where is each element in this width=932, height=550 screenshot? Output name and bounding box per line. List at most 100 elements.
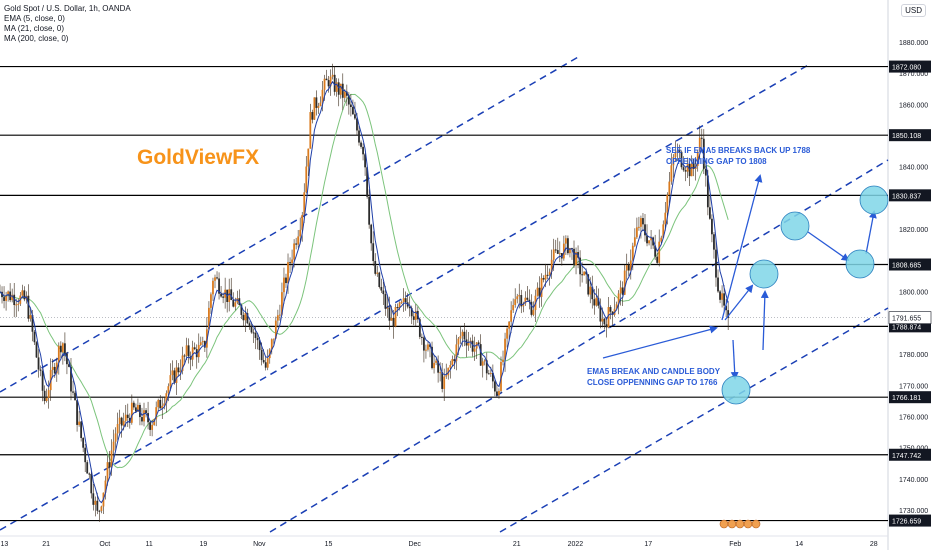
- candle-body: [721, 293, 723, 300]
- candle-body: [141, 417, 143, 422]
- indicator-ema[interactable]: EMA (5, close, 0): [4, 14, 65, 23]
- candle-body: [696, 151, 699, 166]
- candle-body: [352, 107, 354, 115]
- candle-body: [524, 297, 527, 304]
- candle-body: [159, 399, 162, 409]
- candle-body: [222, 296, 225, 298]
- candle-body: [11, 294, 14, 301]
- candle-body: [155, 407, 158, 420]
- projection-arrow: [730, 339, 739, 380]
- candle-body: [283, 277, 285, 293]
- candle-body: [203, 341, 206, 348]
- candle-body: [291, 259, 293, 264]
- candle-body: [7, 291, 10, 296]
- candle-body: [266, 358, 269, 368]
- candle-body: [59, 345, 62, 353]
- candle-body: [388, 307, 391, 321]
- candle-body: [625, 265, 628, 271]
- annotation-line: CLOSE OPPENNING GAP TO 1766: [587, 378, 718, 387]
- candle-body: [218, 278, 220, 294]
- candle-body: [418, 319, 421, 337]
- level-label: 1872.080: [892, 65, 921, 72]
- candle-body: [374, 261, 377, 274]
- candle-body: [191, 347, 194, 360]
- candle-body: [343, 91, 346, 98]
- candle-body: [504, 338, 506, 360]
- candle-body: [593, 299, 596, 306]
- candle-body: [3, 297, 5, 301]
- candle-body: [53, 366, 56, 374]
- candle-body: [66, 353, 68, 365]
- candle-body: [321, 89, 324, 103]
- candle-body: [248, 323, 251, 326]
- event-marker[interactable]: [743, 519, 753, 529]
- candle-body: [530, 301, 533, 315]
- candle-body: [402, 298, 405, 302]
- ema-line: [0, 80, 729, 504]
- candle-body: [201, 341, 204, 343]
- candle-body: [92, 493, 95, 505]
- indicator-ma21[interactable]: MA (21, close, 0): [4, 24, 65, 33]
- indicator-ma200[interactable]: MA (200, close, 0): [4, 34, 69, 43]
- candle-body: [230, 289, 233, 300]
- price-tick-label: 1820.000: [899, 227, 928, 234]
- candle-body: [301, 214, 304, 230]
- candle-body: [546, 274, 549, 276]
- candle-body: [435, 360, 437, 363]
- candle-body: [520, 295, 523, 307]
- candle-body: [609, 307, 612, 312]
- candle-body: [394, 307, 397, 327]
- time-axis[interactable]: 13 21 Oct 11 19 Nov 15 Dec 21 2022 17 Feb 14 28: [1, 541, 878, 548]
- candle-body: [473, 348, 476, 352]
- time-tick-label: 28: [870, 541, 878, 548]
- candle-body: [607, 307, 610, 328]
- event-marker[interactable]: [727, 519, 737, 529]
- candle-body: [589, 286, 592, 295]
- candle-body: [305, 166, 308, 193]
- time-tick-label: 21: [513, 541, 521, 548]
- current-price-label: 1791.655: [892, 316, 921, 323]
- candle-body: [585, 271, 588, 275]
- candle-body: [700, 137, 703, 139]
- candle-body: [682, 167, 685, 171]
- candle-body: [289, 262, 291, 264]
- candle-body: [55, 362, 58, 374]
- event-marker[interactable]: [719, 519, 729, 529]
- price-axis[interactable]: 1880.000 1870.000 1860.000 1840.000 1820.000…: [899, 40, 928, 515]
- level-label: 1788.874: [892, 324, 921, 331]
- candle-body: [672, 156, 675, 166]
- candle-body: [500, 362, 502, 391]
- candle-body: [15, 304, 18, 306]
- target-circles: [721, 185, 889, 405]
- candle-body: [327, 80, 330, 87]
- candle-body: [664, 212, 667, 225]
- time-tick-label: Oct: [99, 541, 110, 548]
- candle-body: [175, 367, 178, 383]
- candle-body: [244, 313, 247, 321]
- candle-body: [713, 234, 715, 250]
- candle-body: [153, 419, 156, 425]
- annotation-line: SEE IF EMA5 BREAKS BACK UP 1788: [666, 146, 811, 155]
- candle-body: [295, 243, 298, 245]
- currency-badge[interactable]: USD: [901, 4, 926, 17]
- moving-average-lines: [0, 93, 729, 469]
- current-price-label-bg: [888, 311, 932, 324]
- candle-body: [80, 421, 83, 438]
- price-tick-label: 1740.000: [899, 477, 928, 484]
- price-tick-label: 1780.000: [899, 352, 928, 359]
- candle-body: [611, 311, 614, 315]
- candle-body: [471, 340, 474, 352]
- event-marker[interactable]: [735, 519, 745, 529]
- candle-body: [684, 170, 687, 172]
- candle-body: [646, 235, 648, 244]
- candle-body: [508, 321, 511, 329]
- price-tick-label: 1860.000: [899, 102, 928, 109]
- candle-body: [311, 112, 314, 120]
- candle-body: [27, 295, 30, 319]
- candle-body: [569, 248, 571, 254]
- candle-body: [98, 510, 101, 512]
- candle-body: [35, 342, 38, 358]
- event-marker[interactable]: [751, 519, 761, 529]
- candle-body: [518, 295, 521, 297]
